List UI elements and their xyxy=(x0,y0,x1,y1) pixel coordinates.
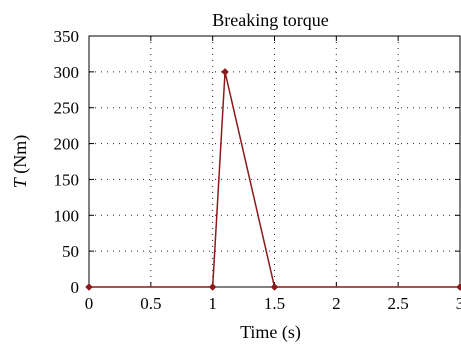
y-tick-label: 250 xyxy=(54,99,80,118)
plot-frame xyxy=(88,35,461,288)
data-point xyxy=(221,68,229,76)
y-tick-label: 350 xyxy=(54,27,80,46)
y-axis-label: T (Nm) xyxy=(10,135,31,189)
series-line xyxy=(89,71,460,288)
x-tick-label: 2 xyxy=(332,294,341,313)
y-axis-label-variable: T xyxy=(10,176,30,188)
x-tick-label: 0.5 xyxy=(140,294,161,313)
data-point xyxy=(85,283,93,291)
y-tick-label: 50 xyxy=(62,242,79,261)
y-axis-label-unit: (Nm) xyxy=(10,135,31,179)
y-tick-labels: 0 50 100 150 200 250 300 350 xyxy=(54,27,80,297)
data-point xyxy=(270,283,279,291)
data-point xyxy=(456,283,461,291)
x-tick-label: 1.5 xyxy=(264,294,285,313)
x-tick-label: 2.5 xyxy=(388,294,409,313)
y-tick-label: 200 xyxy=(54,135,80,154)
axis-ticks xyxy=(88,35,461,288)
y-tick-label: 0 xyxy=(71,278,80,297)
series-layer xyxy=(85,68,461,291)
grid xyxy=(89,36,460,287)
y-tick-label: 100 xyxy=(54,206,80,225)
x-axis-label: Time (s) xyxy=(240,322,301,343)
y-tick-label: 150 xyxy=(54,170,80,189)
data-point xyxy=(208,283,217,291)
x-tick-labels: 0 0.5 1 1.5 2 2.5 3 xyxy=(85,294,461,313)
chart-title: Breaking torque xyxy=(212,10,328,30)
y-tick-label: 300 xyxy=(54,63,80,82)
x-tick-label: 3 xyxy=(456,294,461,313)
x-tick-label: 0 xyxy=(85,294,94,313)
x-tick-label: 1 xyxy=(208,294,217,313)
